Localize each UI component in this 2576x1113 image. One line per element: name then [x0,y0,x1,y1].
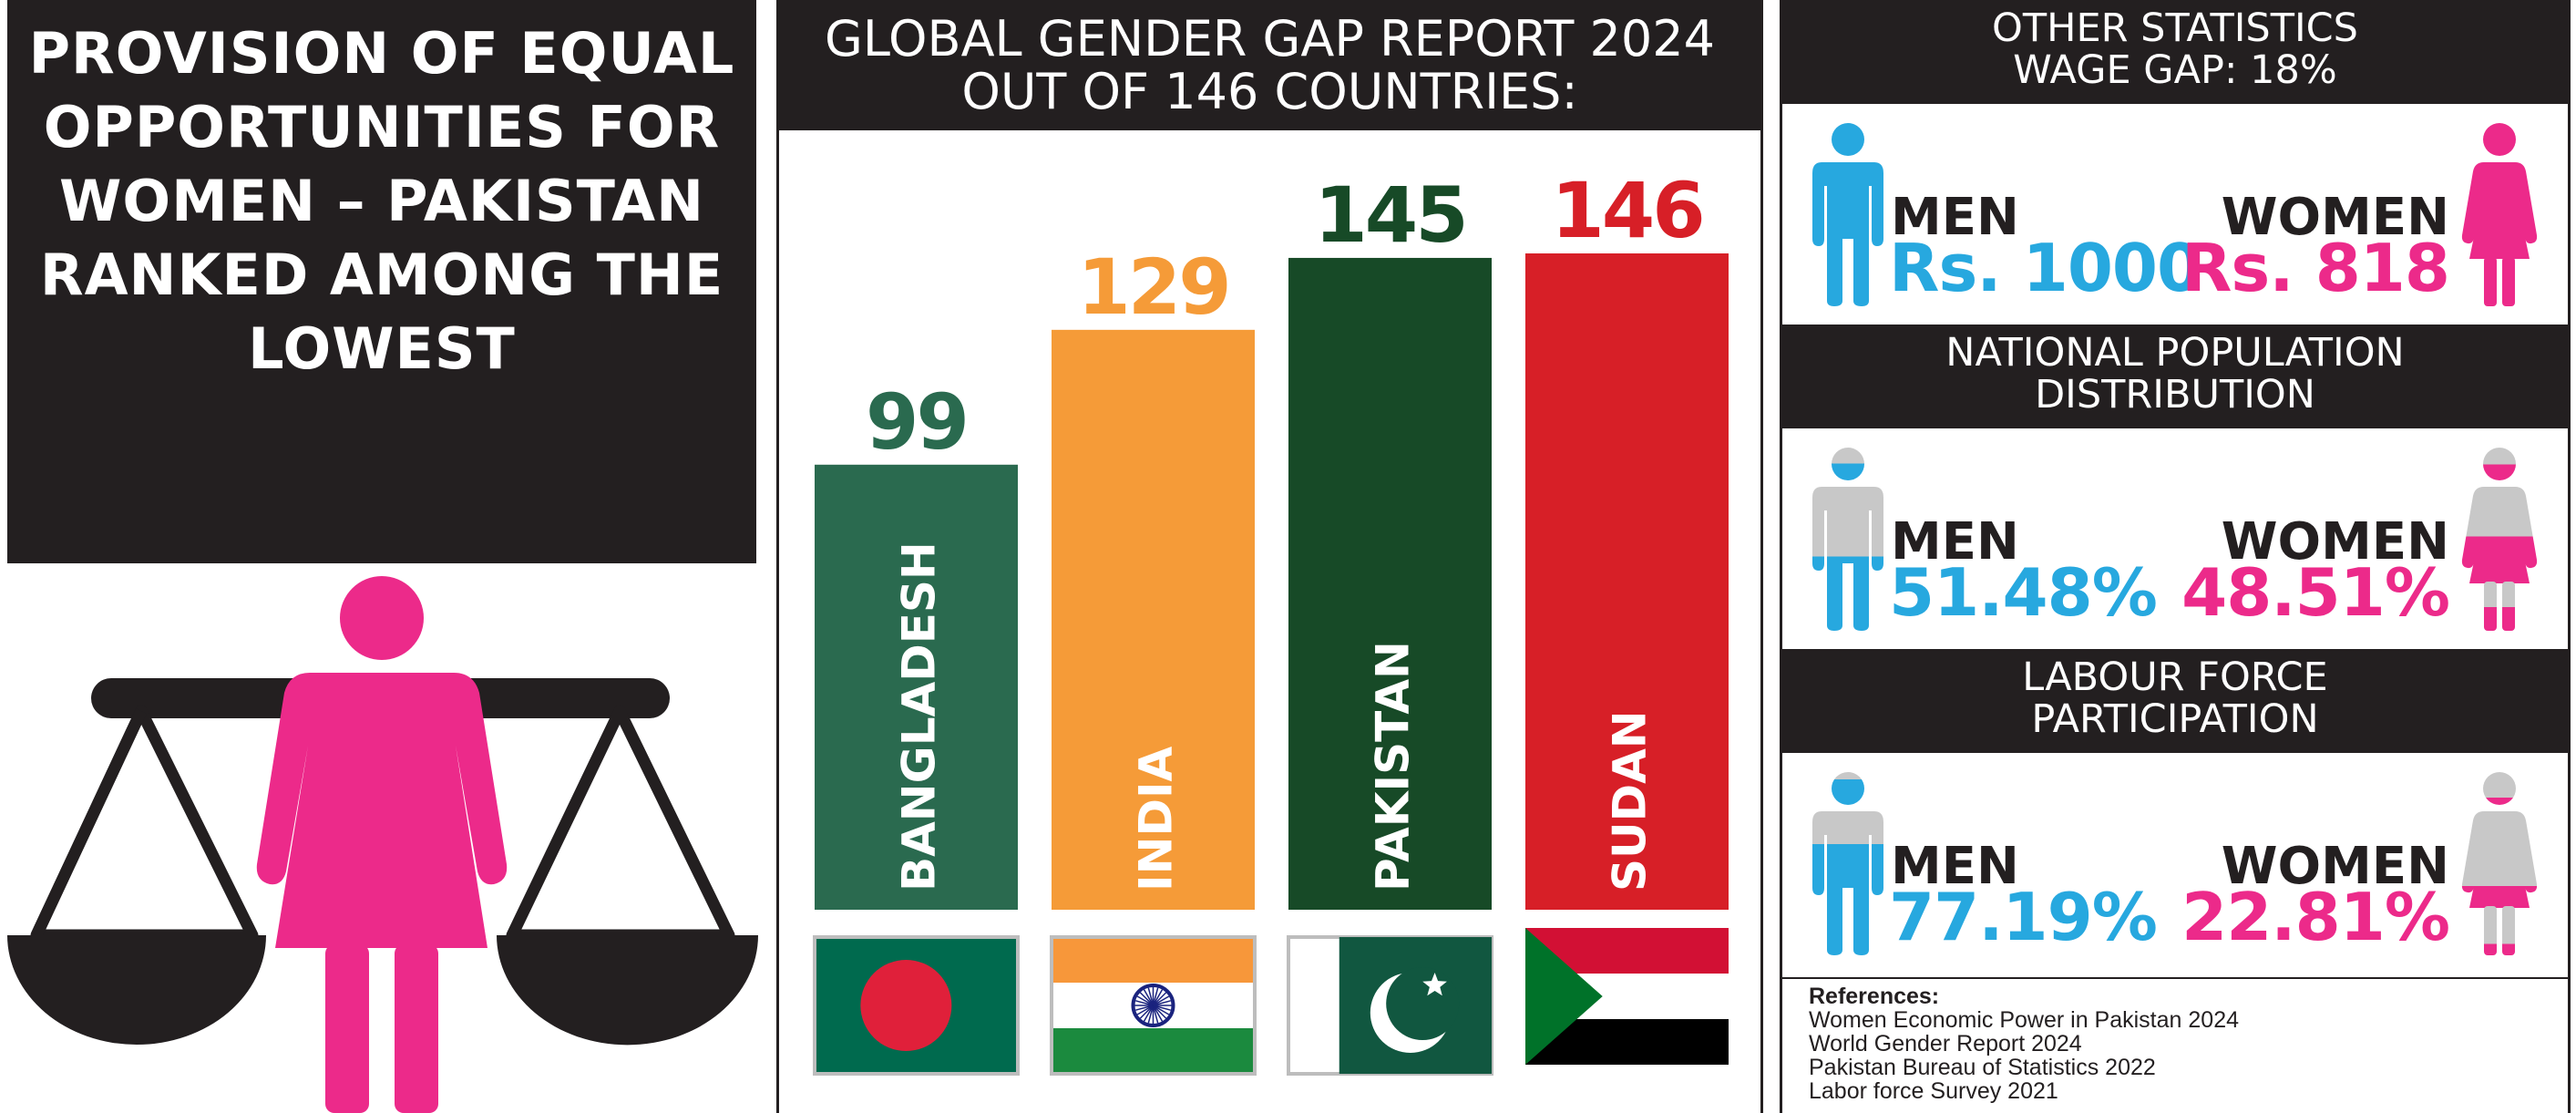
men-label: MEN [1891,837,2019,896]
chart-header [776,0,1763,130]
bar-value-label: 129 [1077,242,1228,332]
man-icon [1812,772,1883,955]
section-heading-band [1780,649,2571,753]
woman-icon [2461,772,2538,955]
women-value: 22.81% [2181,879,2450,955]
india-flag-icon [1050,935,1257,1076]
woman-icon [256,576,508,1113]
bar-category-label: PAKISTAN [1367,641,1420,891]
title-banner [7,0,756,563]
woman-icon [2461,448,2538,631]
bar-value-label: 146 [1551,166,1702,255]
bar-value-label: 99 [866,377,967,467]
woman-icon [2461,123,2538,306]
reference-item: Labor force Survey 2021 [1809,1078,2058,1104]
bar-group-india: 129 INDIA [1052,242,1255,910]
bar-pakistan [1288,257,1492,910]
bar-sudan [1525,253,1729,910]
section-heading: WAGE GAP: 18% [2013,47,2337,93]
section-heading: NATIONAL POPULATION [1945,330,2405,376]
section-heading: DISTRIBUTION [2035,372,2315,417]
section-heading: OTHER STATISTICS [1992,5,2358,51]
men-value: 51.48% [1889,554,2158,631]
main-title: PROVISION OF EQUAL OPPORTUNITIES FOR WOM… [28,20,735,382]
references-divider [1782,977,2568,979]
bangladesh-flag-icon [813,935,1020,1076]
section-heading-band [1780,325,2571,428]
bar-category-label: BANGLADESH [893,541,946,891]
men-label: MEN [1891,512,2019,572]
women-label: WOMEN [2221,188,2449,247]
statistics-frame [1780,0,2571,1113]
women-value: Rs. 818 [2181,230,2450,306]
women-value: 48.51% [2181,554,2450,631]
reference-item: World Gender Report 2024 [1809,1031,2082,1056]
bar-group-bangladesh: 99 BANGLADESH [815,377,1018,910]
section-heading: PARTICIPATION [2031,696,2319,742]
references-title: References: [1809,984,1940,1009]
chart-title-line1: GLOBAL GENDER GAP REPORT 2024 [825,10,1715,67]
bar-value-label: 145 [1314,170,1465,260]
reference-item: Pakistan Bureau of Statistics 2022 [1809,1055,2156,1080]
references: References: Women Economic Power in Paki… [1809,984,2556,1103]
section-heading: LABOUR FORCE [2022,654,2328,700]
justice-figure [7,576,758,1113]
chart-frame [776,0,1763,1113]
bar-category-label: SUDAN [1604,710,1657,891]
chart-title-line2: OUT OF 146 COUNTRIES: [961,63,1578,120]
bar-category-label: INDIA [1130,746,1183,891]
pakistan-flag-icon [1287,935,1493,1076]
women-label: WOMEN [2221,837,2449,896]
men-value: 77.19% [1889,879,2158,955]
men-value: Rs. 1000 [1889,230,2202,306]
man-icon [1812,123,1883,306]
men-label: MEN [1891,188,2019,247]
bar-bangladesh [815,464,1018,910]
bar-india [1052,329,1255,910]
sudan-flag-icon [1525,928,1729,1065]
bar-group-pakistan: 145 PAKISTAN [1288,170,1492,910]
section-heading-band [1780,0,2571,104]
ranking-bar-chart: 99 BANGLADESH 129 INDIA 145 PAKISTAN 146 SUDAN [813,166,1729,1076]
man-icon [1812,448,1883,631]
bar-group-sudan: 146 SUDAN [1525,166,1729,910]
reference-item: Women Economic Power in Pakistan 2024 [1809,1007,2239,1033]
women-label: WOMEN [2221,512,2449,572]
